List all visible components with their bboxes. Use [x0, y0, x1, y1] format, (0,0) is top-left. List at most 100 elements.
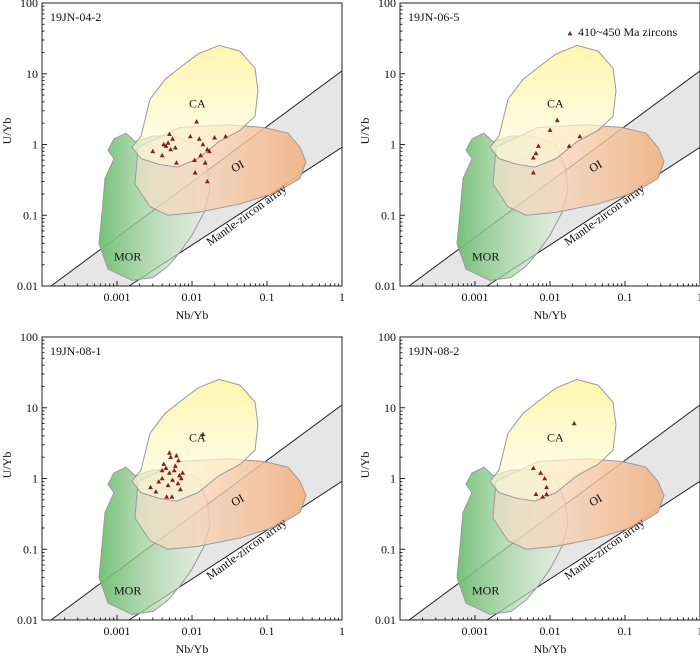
y-tick-label: 100 [378, 0, 396, 10]
x-tick-label: 1 [697, 624, 700, 638]
data-point [172, 463, 178, 468]
y-tick-label: 10 [26, 401, 38, 415]
data-point [167, 131, 172, 136]
mor-field-label: MOR [114, 250, 141, 264]
mor-field-label: MOR [114, 584, 141, 598]
y-axis-label: U/Yb [0, 452, 14, 479]
data-point [177, 486, 183, 492]
data-point [212, 135, 217, 140]
x-tick-label: 0.1 [618, 290, 633, 304]
x-tick-label: 1 [339, 290, 345, 304]
y-tick-label: 10 [26, 67, 38, 81]
data-point [535, 143, 541, 148]
oi-field-label: OI [229, 157, 247, 175]
legend-marker [567, 31, 573, 36]
x-tick-label: 0.001 [104, 624, 131, 638]
oi-field-label: OI [587, 491, 605, 509]
data-point [159, 467, 165, 473]
data-point [202, 160, 208, 165]
data-point [542, 475, 548, 481]
data-point [192, 157, 197, 162]
y-tick-label: 0.1 [381, 208, 396, 222]
ca-field-label: CA [547, 431, 564, 445]
data-point [163, 465, 169, 470]
data-point [168, 454, 174, 460]
data-point [161, 461, 167, 466]
y-axis-label: U/Yb [358, 452, 372, 479]
data-point [165, 140, 171, 145]
y-tick-label: 100 [20, 330, 38, 344]
data-point [148, 484, 153, 490]
data-point [177, 472, 182, 478]
data-point [156, 479, 162, 484]
data-point [175, 480, 181, 486]
y-tick-label: 0.01 [17, 613, 38, 627]
y-tick-label: 100 [20, 0, 38, 10]
data-point [571, 420, 577, 426]
y-tick-label: 1 [32, 138, 38, 152]
data-point [172, 145, 178, 150]
ca-field-label: CA [189, 97, 206, 111]
data-point [547, 127, 553, 132]
data-point [544, 491, 549, 496]
y-tick-label: 1 [32, 472, 38, 486]
x-tick-label: 1 [697, 290, 700, 304]
data-point [174, 160, 179, 165]
data-point [150, 148, 156, 154]
data-point [530, 170, 536, 175]
data-point [196, 136, 202, 141]
data-point [176, 457, 181, 463]
data-point [577, 133, 583, 139]
data-point [198, 152, 203, 158]
mor-field-label: MOR [472, 250, 499, 264]
data-point [544, 484, 549, 490]
data-point [204, 178, 210, 184]
x-tick-label: 0.01 [540, 290, 561, 304]
y-tick-label: 10 [384, 401, 396, 415]
data-point [187, 133, 193, 139]
x-axis-label: Nb/Yb [534, 308, 567, 322]
y-tick-label: 10 [384, 67, 396, 81]
oi-field-label: OI [587, 157, 605, 175]
x-tick-label: 0.01 [182, 624, 203, 638]
y-axis-label: U/Yb [0, 118, 14, 145]
ca-field [489, 378, 617, 502]
y-tick-label: 0.01 [375, 613, 396, 627]
y-tick-label: 0.01 [17, 279, 38, 293]
data-point [161, 141, 167, 147]
x-tick-label: 0.01 [182, 290, 203, 304]
x-axis-label: Nb/Yb [176, 642, 209, 655]
y-tick-label: 100 [378, 330, 396, 344]
data-point [169, 494, 175, 499]
data-point [200, 431, 206, 437]
data-point [533, 491, 539, 496]
x-tick-label: 0.001 [104, 290, 131, 304]
data-point [533, 150, 539, 156]
data-point [206, 148, 212, 154]
sample-name: 19JN-08-1 [50, 344, 101, 358]
data-point [554, 117, 560, 123]
data-point [164, 494, 170, 499]
data-point [174, 453, 179, 458]
sample-name: 19JN-08-2 [408, 344, 459, 358]
data-point [165, 482, 171, 488]
data-point [170, 477, 175, 482]
data-point [530, 155, 536, 160]
sample-name: 19JN-06-5 [408, 10, 459, 24]
data-point [171, 467, 177, 473]
data-point [167, 470, 172, 475]
y-tick-label: 0.1 [23, 208, 38, 222]
x-tick-label: 0.001 [462, 624, 489, 638]
y-tick-label: 0.1 [381, 542, 396, 556]
y-tick-label: 1 [390, 138, 396, 152]
mor-field-label: MOR [472, 584, 499, 598]
data-point [153, 489, 159, 494]
sample-name: 19JN-04-2 [50, 10, 101, 24]
data-point [178, 475, 184, 481]
